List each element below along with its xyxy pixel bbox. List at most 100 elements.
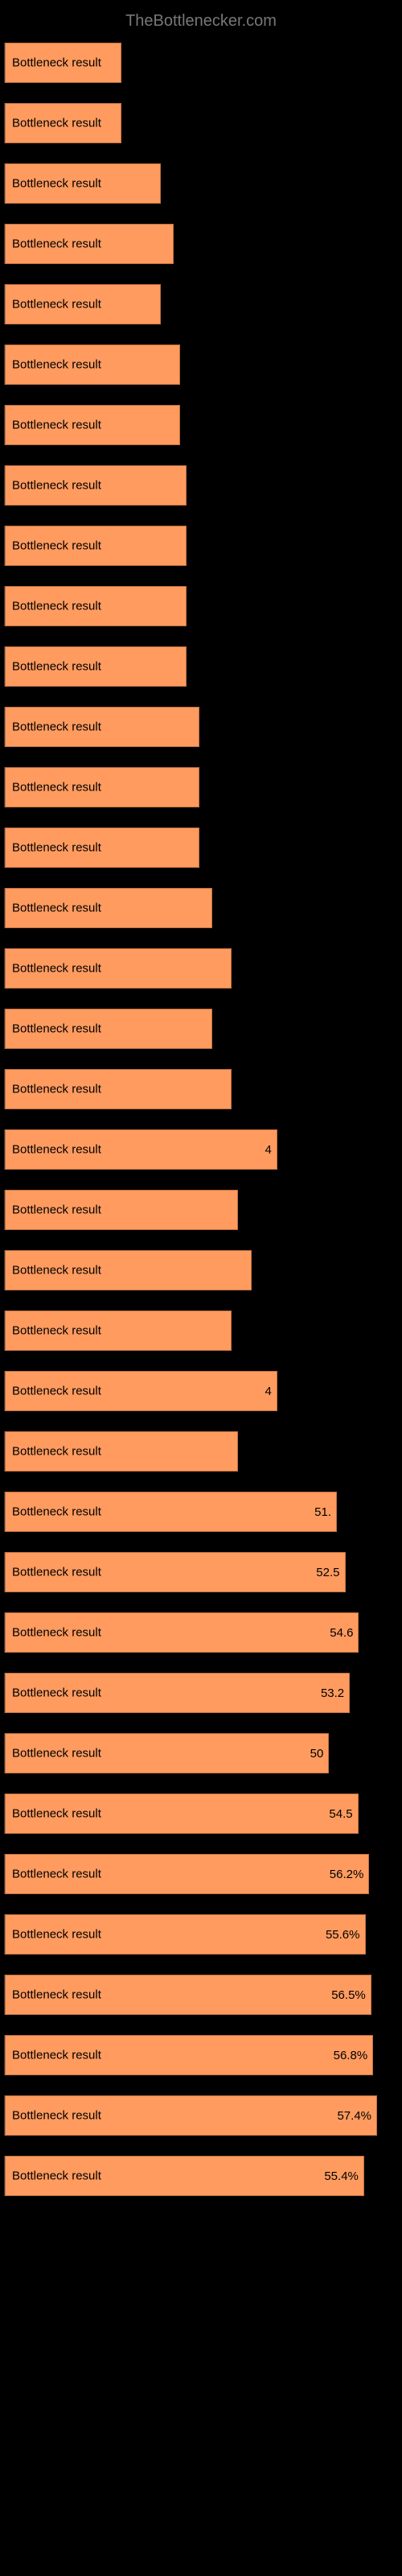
- bar-category-label: Bottleneck result: [12, 539, 101, 553]
- bar-track: Bottleneck result: [4, 43, 394, 83]
- bottleneck-bar[interactable]: Bottleneck result4: [5, 1129, 277, 1170]
- bottleneck-bar[interactable]: Bottleneck result 50: [5, 1733, 329, 1773]
- bar-track: Bottleneck result: [4, 1431, 394, 1472]
- bar-category-label: Bottleneck result: [12, 1747, 101, 1761]
- bar-category-label: Bottleneck result: [12, 2109, 101, 2123]
- bar-category-label: Bottleneck result: [12, 1686, 101, 1700]
- bar-track: Bottleneck result: [4, 224, 394, 264]
- bottleneck-bar[interactable]: Bottleneck result56.8%: [5, 2035, 373, 2075]
- chart-row: Bottleneck result: [4, 345, 394, 385]
- bar-category-label: Bottleneck result: [12, 56, 101, 70]
- bottleneck-bar[interactable]: Bottleneck result: [5, 526, 187, 566]
- bar-track: Bottleneck result: [4, 103, 394, 143]
- bottleneck-bar[interactable]: Bottleneck result54.5: [5, 1794, 359, 1834]
- bar-track: Bottleneck result: [4, 646, 394, 687]
- bottleneck-bar[interactable]: Bottleneck result: [5, 1009, 212, 1049]
- bar-category-label: Bottleneck result: [12, 962, 101, 976]
- bar-value-label: 53.2: [321, 1686, 344, 1700]
- bottleneck-bar[interactable]: Bottleneck result: [5, 1431, 238, 1472]
- bar-track: Bottleneck result: [4, 767, 394, 807]
- bar-category-label: Bottleneck result: [12, 1385, 101, 1398]
- bar-value-label: 50: [310, 1747, 324, 1761]
- bar-track: Bottleneck result: [4, 284, 394, 324]
- chart-row: Bottleneck result: [4, 888, 394, 928]
- bar-category-label: Bottleneck result: [12, 781, 101, 795]
- chart-row: Bottleneck result: [4, 828, 394, 868]
- chart-row: Bottleneck result: [4, 707, 394, 747]
- bottleneck-bar[interactable]: Bottleneck result: [5, 103, 121, 143]
- bar-value-label: 56.5%: [331, 1988, 366, 2002]
- chart-row: Bottleneck result: [4, 163, 394, 204]
- bottleneck-bar[interactable]: Bottleneck result 54.6: [5, 1612, 359, 1653]
- bottleneck-bar[interactable]: Bottleneck result55.6%: [5, 1914, 366, 1955]
- chart-row: Bottleneck result55.6%: [4, 1914, 394, 1955]
- chart-row: Bottleneck result: [4, 1069, 394, 1109]
- chart-row: Bottleneck result: [4, 103, 394, 143]
- bar-track: Bottleneck result: [4, 586, 394, 626]
- bottleneck-bar[interactable]: Bottleneck result57.4%: [5, 2095, 377, 2136]
- bar-category-label: Bottleneck result: [12, 237, 101, 251]
- bar-category-label: Bottleneck result: [12, 2169, 101, 2183]
- bottleneck-bar[interactable]: Bottleneck result: [5, 43, 121, 83]
- bottleneck-bar[interactable]: Bottleneck result: [5, 224, 174, 264]
- bottleneck-bar[interactable]: Bottleneck result 4: [5, 1371, 277, 1411]
- bottleneck-bar[interactable]: Bottleneck result 53.2: [5, 1673, 350, 1713]
- bar-category-label: Bottleneck result: [12, 720, 101, 734]
- bar-category-label: Bottleneck result: [12, 1264, 101, 1278]
- bottleneck-bar[interactable]: Bottleneck result: [5, 828, 199, 868]
- bottleneck-bar[interactable]: Bottleneck result56.5%: [5, 1975, 371, 2015]
- chart-row: Bottleneck result4: [4, 1129, 394, 1170]
- chart-row: Bottleneck result 53.2: [4, 1673, 394, 1713]
- bottleneck-bar[interactable]: Bottleneck result: [5, 1250, 252, 1290]
- bottleneck-bar-chart: Bottleneck resultBottleneck resultBottle…: [0, 43, 402, 2196]
- bar-track: Bottleneck result 55.4%: [4, 2156, 394, 2196]
- bottleneck-bar[interactable]: Bottleneck result: [5, 1311, 232, 1351]
- bottleneck-bar[interactable]: Bottleneck result 55.4%: [5, 2156, 364, 2196]
- chart-row: Bottleneck result54.5: [4, 1794, 394, 1834]
- bar-category-label: Bottleneck result: [12, 841, 101, 855]
- bottleneck-bar[interactable]: Bottleneck result: [5, 888, 212, 928]
- bottleneck-bar[interactable]: Bottleneck result56.2%: [5, 1854, 369, 1894]
- site-link[interactable]: TheBottlenecker.com: [125, 12, 277, 30]
- chart-row: Bottleneck result 4: [4, 1371, 394, 1411]
- bar-category-label: Bottleneck result: [12, 1324, 101, 1338]
- bar-track: Bottleneck result: [4, 948, 394, 989]
- bottleneck-bar[interactable]: Bottleneck result: [5, 1190, 238, 1230]
- bottleneck-bar[interactable]: Bottleneck result: [5, 707, 199, 747]
- bar-track: Bottleneck result: [4, 1311, 394, 1351]
- bar-category-label: Bottleneck result: [12, 1928, 101, 1942]
- bar-category-label: Bottleneck result: [12, 902, 101, 915]
- bottleneck-bar[interactable]: Bottleneck result: [5, 284, 161, 324]
- bar-track: Bottleneck result57.4%: [4, 2095, 394, 2136]
- bar-track: Bottleneck result: [4, 526, 394, 566]
- bar-value-label: 54.6: [330, 1626, 353, 1640]
- bar-category-label: Bottleneck result: [12, 2049, 101, 2062]
- bar-track: Bottleneck result: [4, 345, 394, 385]
- bar-value-label: 55.4%: [324, 2169, 359, 2183]
- chart-row: Bottleneck result56.2%: [4, 1854, 394, 1894]
- bottleneck-bar[interactable]: Bottleneck result: [5, 948, 232, 989]
- bottleneck-bar[interactable]: Bottleneck result: [5, 646, 187, 687]
- chart-row: Bottleneck result: [4, 224, 394, 264]
- bottleneck-bar[interactable]: Bottleneck result: [5, 465, 187, 506]
- bar-value-label: 4: [265, 1385, 271, 1398]
- bottleneck-bar[interactable]: Bottleneck result: [5, 345, 180, 385]
- bar-track: Bottleneck result52.5: [4, 1552, 394, 1592]
- bottleneck-bar[interactable]: Bottleneck result: [5, 586, 187, 626]
- bottleneck-bar[interactable]: Bottleneck result: [5, 163, 161, 204]
- bar-category-label: Bottleneck result: [12, 1083, 101, 1096]
- header: TheBottlenecker.com: [0, 8, 402, 43]
- chart-row: Bottleneck result: [4, 948, 394, 989]
- bar-category-label: Bottleneck result: [12, 1445, 101, 1459]
- chart-row: Bottleneck result51.: [4, 1492, 394, 1532]
- bottleneck-bar[interactable]: Bottleneck result: [5, 1069, 232, 1109]
- bar-value-label: 52.5: [316, 1566, 339, 1579]
- bottleneck-bar[interactable]: Bottleneck result: [5, 767, 199, 807]
- bar-track: Bottleneck result 50: [4, 1733, 394, 1773]
- bar-track: Bottleneck result51.: [4, 1492, 394, 1532]
- bar-category-label: Bottleneck result: [12, 1626, 101, 1640]
- bar-track: Bottleneck result: [4, 163, 394, 204]
- bottleneck-bar[interactable]: Bottleneck result51.: [5, 1492, 337, 1532]
- bottleneck-bar[interactable]: Bottleneck result52.5: [5, 1552, 346, 1592]
- bottleneck-bar[interactable]: Bottleneck result: [5, 405, 180, 445]
